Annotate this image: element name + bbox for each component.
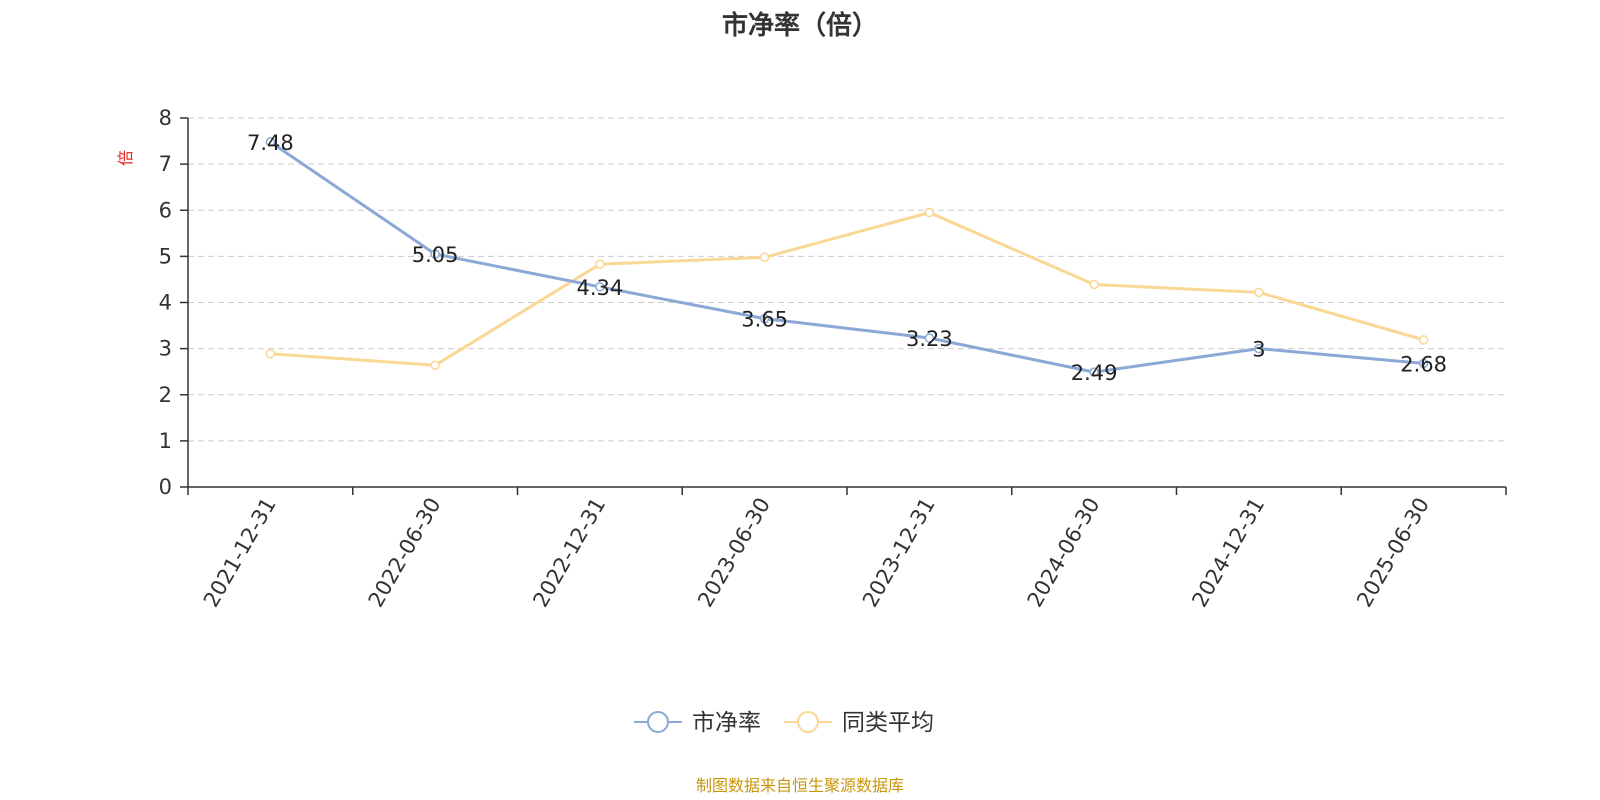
legend-circle-icon <box>797 711 819 733</box>
y-tick-label: 6 <box>159 198 172 222</box>
y-tick-label: 7 <box>159 152 172 176</box>
data-point[interactable] <box>924 333 935 343</box>
y-tick-label: 5 <box>159 244 172 268</box>
data-point[interactable] <box>430 249 440 259</box>
series-市净率 <box>265 137 1429 377</box>
x-tick-label: 2023-06-30 <box>693 494 775 612</box>
data-point[interactable] <box>430 360 440 370</box>
data-label: 3.23 <box>906 327 953 351</box>
chart-title: 市净率（倍） <box>722 10 878 41</box>
x-tick-label: 2023-12-31 <box>858 494 940 612</box>
legend[interactable]: 市净率 同类平均 <box>634 710 934 736</box>
series-line <box>270 211 1425 367</box>
y-axis-unit-label: 倍 <box>116 150 135 166</box>
data-point[interactable] <box>1254 287 1264 298</box>
source-note: 制图数据来自恒生聚源数据库 <box>696 776 904 795</box>
data-point[interactable] <box>1418 335 1429 345</box>
data-point[interactable] <box>595 259 605 269</box>
series-同类平均 <box>265 207 1429 370</box>
data-labels: 7.48 5.05 4.34 3.65 3.23 2.49 3 2.68 <box>247 131 1447 385</box>
y-tick-label: 8 <box>159 106 172 130</box>
gridlines <box>188 117 1506 442</box>
y-tick-label: 4 <box>159 291 172 315</box>
legend-label: 市净率 <box>692 710 761 736</box>
data-point[interactable] <box>1089 367 1099 377</box>
x-tick-label: 2022-12-31 <box>528 494 610 612</box>
series-layer <box>265 137 1429 377</box>
x-axis-ticks: 2021-12-31 2022-06-30 2022-12-31 2023-06-30… <box>187 487 1507 612</box>
x-tick-label: 2024-06-30 <box>1023 494 1105 612</box>
legend-label: 同类平均 <box>842 710 934 736</box>
data-label: 2.68 <box>1400 352 1447 376</box>
data-point[interactable] <box>265 137 276 147</box>
y-tick-label: 3 <box>159 337 172 361</box>
data-point[interactable] <box>1089 279 1099 290</box>
data-label: 2.49 <box>1071 361 1118 385</box>
x-tick-label: 2024-12-31 <box>1187 494 1269 612</box>
legend-circle-icon <box>647 711 669 733</box>
data-point[interactable] <box>759 252 770 263</box>
data-point[interactable] <box>1254 343 1264 354</box>
data-label: 3 <box>1252 338 1265 362</box>
y-tick-label: 0 <box>159 475 172 499</box>
series-line <box>269 140 1424 374</box>
legend-item[interactable]: 同类平均 <box>784 710 934 736</box>
y-tick-label: 1 <box>159 429 172 453</box>
y-axis-ticks: 0 1 2 3 4 5 6 7 8 <box>159 106 188 499</box>
x-tick-label: 2021-12-31 <box>199 494 281 612</box>
legend-item[interactable]: 市净率 <box>634 710 761 736</box>
data-label: 5.05 <box>412 243 459 267</box>
x-tick-label: 2025-06-30 <box>1352 494 1434 612</box>
data-point[interactable] <box>595 282 605 292</box>
x-tick-label: 2022-06-30 <box>364 494 446 612</box>
data-point[interactable] <box>924 207 935 218</box>
data-point[interactable] <box>759 313 770 324</box>
data-label: 3.65 <box>741 308 788 332</box>
data-label: 7.48 <box>247 131 294 155</box>
data-point[interactable] <box>265 348 276 359</box>
y-tick-label: 2 <box>159 383 172 407</box>
data-label: 4.34 <box>576 276 623 300</box>
data-point[interactable] <box>1418 358 1429 369</box>
